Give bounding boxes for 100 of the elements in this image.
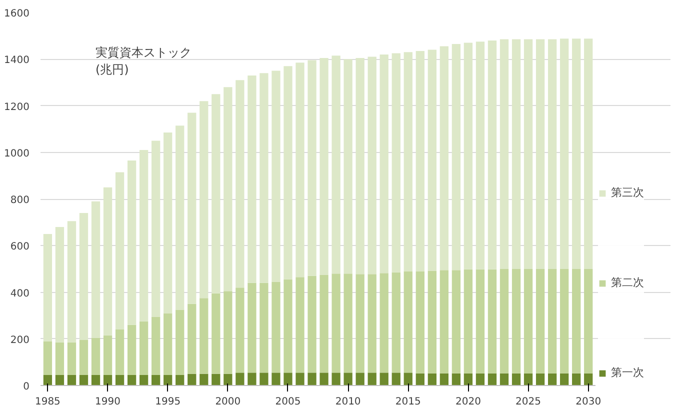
bar: [164, 313, 172, 376]
bar: [404, 372, 412, 386]
bar: [115, 172, 124, 330]
bar: [524, 268, 533, 374]
x-tick-label: 2020: [455, 396, 481, 408]
bar: [476, 42, 485, 270]
bar: [428, 50, 436, 271]
bar: [224, 87, 232, 292]
bar: [284, 372, 292, 386]
bar: [200, 101, 208, 298]
bar: [404, 52, 412, 272]
bar: [440, 373, 449, 386]
legend-label: 第三次: [611, 185, 644, 200]
bar: [127, 160, 136, 325]
y-tick-label: 400: [10, 288, 30, 300]
bar: [260, 282, 268, 373]
legend-label: 第一次: [611, 365, 644, 380]
bar: [572, 38, 581, 269]
x-tick-label: 2000: [215, 396, 241, 408]
bar: [188, 374, 196, 386]
y-tick-label: 600: [10, 242, 30, 253]
bar: [356, 58, 364, 274]
bar: [140, 321, 148, 376]
bar: [43, 375, 52, 386]
bar: [212, 94, 220, 294]
bar: [536, 373, 545, 386]
bar: [296, 372, 304, 386]
legend-label: 第二次: [611, 275, 644, 290]
bar: [356, 372, 364, 386]
bar: [584, 268, 593, 374]
bar: [43, 234, 52, 342]
bar: [43, 341, 52, 376]
x-tick-label: 2010: [335, 396, 361, 408]
bar: [127, 375, 136, 386]
bar: [212, 374, 220, 386]
y-tick-label: 1600: [4, 8, 30, 20]
bar: [332, 56, 340, 274]
y-tick-label: 800: [10, 195, 30, 206]
bar: [55, 226, 64, 342]
bar: [392, 372, 400, 386]
bar: [152, 140, 160, 317]
bar: [79, 375, 88, 386]
bar: [176, 375, 184, 386]
bar: [512, 268, 521, 374]
bar: [584, 373, 593, 386]
bar: [103, 187, 112, 336]
bar: [236, 372, 244, 386]
bar: [464, 269, 473, 374]
bar: [320, 372, 328, 386]
bar: [127, 324, 136, 376]
bar: [236, 80, 244, 288]
bar: [200, 374, 208, 386]
bar: [500, 373, 509, 386]
bar: [476, 373, 485, 386]
bar: [332, 274, 340, 373]
bar: [560, 373, 569, 386]
bar: [416, 373, 424, 386]
bar: [428, 373, 436, 386]
bar: [55, 375, 64, 386]
bar: [368, 372, 376, 386]
bar: [236, 288, 244, 373]
bar: [440, 46, 449, 270]
bar: [296, 277, 304, 373]
bar: [464, 373, 473, 386]
bar: [428, 270, 436, 374]
bar: [103, 375, 112, 386]
bar: [91, 338, 100, 376]
bar: [67, 342, 76, 376]
bar: [512, 39, 521, 269]
bar: [260, 372, 268, 386]
bar: [524, 39, 533, 269]
bar: [79, 212, 88, 340]
bar: [512, 373, 521, 386]
bar: [224, 374, 232, 386]
bar: [488, 373, 497, 386]
bar: [500, 268, 509, 374]
bar: [524, 373, 533, 386]
bar: [272, 372, 280, 386]
bar: [67, 221, 76, 342]
bar: [308, 372, 316, 386]
bar: [284, 66, 292, 280]
bar: [392, 272, 400, 373]
bar: [368, 56, 376, 274]
y-tick-label: 0: [23, 382, 30, 392]
x-tick-label: 1985: [34, 396, 60, 408]
bar: [308, 60, 316, 276]
bar: [560, 268, 569, 374]
bar: [452, 44, 461, 270]
bar: [248, 372, 256, 386]
bar: [296, 62, 304, 278]
bar: [548, 39, 557, 269]
bar: [308, 276, 316, 373]
bar: [548, 268, 557, 374]
x-tick-label: 2030: [576, 396, 602, 408]
bar: [140, 375, 148, 386]
bar: [115, 375, 124, 386]
bar: [248, 75, 256, 283]
bar: [188, 304, 196, 374]
bar: [344, 59, 352, 274]
bar: [464, 42, 473, 270]
